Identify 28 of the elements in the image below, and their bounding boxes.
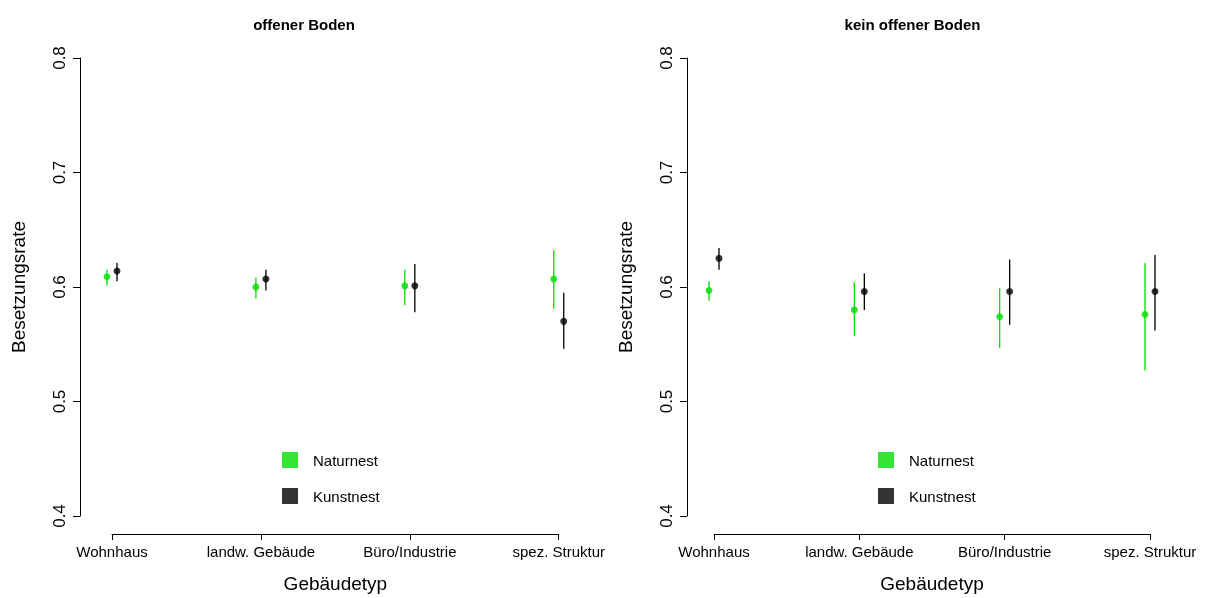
y-tick-label: 0.8 (50, 46, 69, 70)
x-tick-label: spez. Struktur (512, 543, 606, 560)
legend-label: Naturnest (313, 451, 379, 469)
legend-label: Naturnest (909, 451, 975, 469)
y-tick-label: 0.5 (657, 389, 676, 414)
y-axis-title: Besetzungsrate (615, 220, 636, 354)
y-tick-label: 0.5 (50, 389, 69, 414)
y-tick-label: 0.4 (657, 504, 676, 528)
x-tick-label: Wohnhaus (76, 543, 148, 560)
y-tick-label: 0.4 (50, 504, 69, 528)
y-tick-label: 0.6 (50, 275, 69, 299)
x-tick-label: Wohnhaus (678, 543, 750, 560)
y-axis-title: Besetzungsrate (8, 220, 29, 354)
x-tick-label: Büro/Industrie (957, 543, 1052, 560)
chart-title: offener Boden (253, 16, 355, 33)
y-tick-label: 0.8 (657, 46, 676, 70)
y-tick-label: 0.7 (50, 160, 69, 185)
x-axis-title: Gebäudetyp (283, 573, 388, 594)
y-tick-label: 0.6 (657, 275, 676, 299)
legend-label: Kunstnest (313, 487, 381, 505)
legend-label: Kunstnest (909, 487, 977, 505)
x-tick-label: landw. Gebäude (805, 543, 914, 560)
chart-title: kein offener Boden (844, 16, 981, 33)
x-tick-label: Büro/Industrie (363, 543, 457, 560)
x-tick-label: landw. Gebäude (206, 543, 316, 560)
x-axis-title: Gebäudetyp (880, 573, 984, 594)
x-tick-label: spez. Struktur (1103, 543, 1197, 560)
y-tick-label: 0.7 (657, 160, 676, 185)
